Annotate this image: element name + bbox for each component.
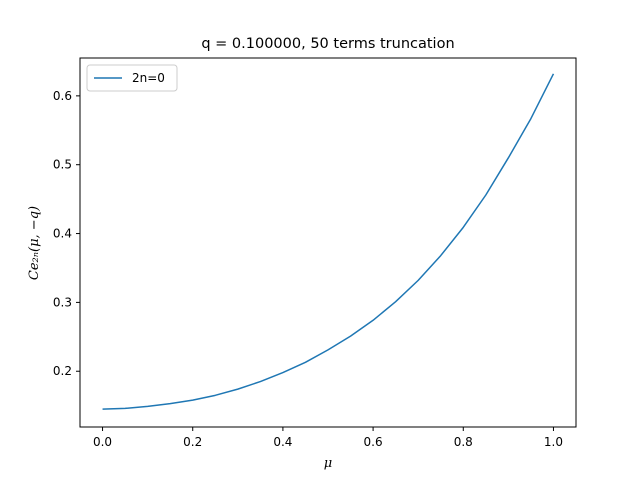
y-tick-label: 0.4 <box>53 227 72 241</box>
x-tick-label: 0.2 <box>183 435 202 449</box>
legend-label: 2n=0 <box>132 71 165 85</box>
plot-area <box>102 73 555 410</box>
x-tick-label: 0.4 <box>273 435 292 449</box>
x-tick-label: 0.8 <box>454 435 473 449</box>
x-axis: 0.0 0.2 0.4 0.6 0.8 1.0 <box>93 427 563 449</box>
x-tick-label: 0.0 <box>93 435 112 449</box>
x-tick-label: 1.0 <box>544 435 563 449</box>
axes-frame <box>79 57 577 428</box>
y-tick-label: 0.3 <box>53 295 72 309</box>
y-axis: 0.2 0.3 0.4 0.5 0.6 <box>53 89 80 378</box>
y-axis-label: Ce₂ₙ(μ, −q) <box>27 206 42 280</box>
x-axis-label: μ <box>324 456 332 471</box>
y-tick-label: 0.5 <box>53 158 72 172</box>
legend-box <box>86 64 178 92</box>
y-tick-label: 0.6 <box>53 89 72 103</box>
x-tick-label: 0.6 <box>364 435 383 449</box>
chart-title: q = 0.100000, 50 terms truncation <box>201 36 454 52</box>
legend: 2n=0 <box>86 64 178 92</box>
series-line-0 <box>102 73 555 410</box>
y-tick-label: 0.2 <box>53 364 72 378</box>
